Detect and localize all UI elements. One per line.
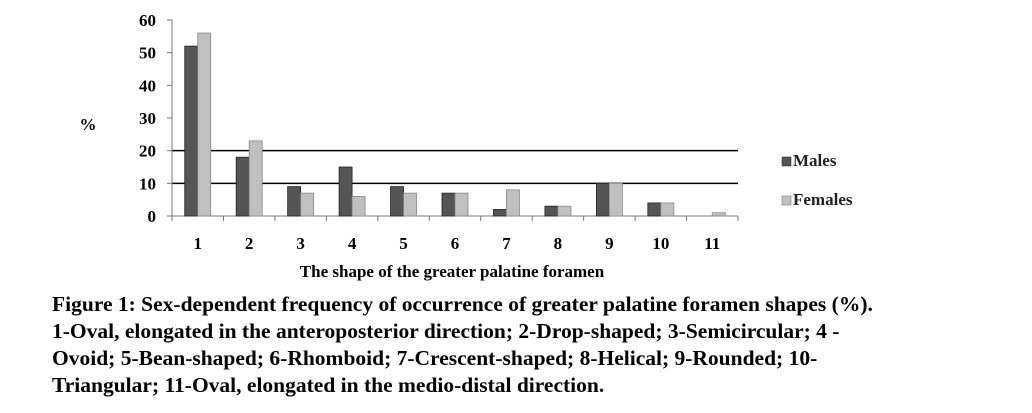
bar-females-9 <box>608 182 623 217</box>
bar-females-10 <box>660 202 675 217</box>
caption-line: Triangular; 11-Oval, elongated in the me… <box>52 373 605 397</box>
bar-chart: 0 10 20 30 40 50 60 1 2 3 4 5 6 7 8 9 10 11 % The shape o… <box>80 11 853 281</box>
caption-line: Figure 1: Sex-dependent frequency of occ… <box>52 292 873 316</box>
y-tick-label: 40 <box>139 76 156 95</box>
bars <box>184 32 726 217</box>
bar-males-6 <box>441 192 456 217</box>
bar-females-7 <box>506 189 520 217</box>
bar-females-1 <box>197 32 212 217</box>
y-tick-label: 0 <box>148 207 157 226</box>
x-tick-label: 4 <box>348 234 357 253</box>
gridlines <box>172 149 738 185</box>
y-axis-title: % <box>80 115 97 134</box>
x-tick-label: 10 <box>652 234 669 253</box>
bar-males-8 <box>544 205 559 217</box>
x-tick-label: 2 <box>245 234 254 253</box>
bar-females-3 <box>300 192 315 217</box>
bar-females-4 <box>351 195 366 217</box>
bar-males-4 <box>338 166 353 217</box>
x-tick-label: 11 <box>704 234 720 253</box>
bar-females-5 <box>403 192 417 217</box>
y-tick-label: 20 <box>139 142 156 161</box>
bar-males-7 <box>493 209 507 217</box>
x-tick-label: 3 <box>296 234 305 253</box>
bar-females-6 <box>454 192 469 217</box>
bar-males-2 <box>235 156 250 217</box>
x-axis-title: The shape of the greater palatine forame… <box>300 262 605 281</box>
y-tick-label: 60 <box>139 11 156 30</box>
x-tick-label: 9 <box>605 234 614 253</box>
figure-caption: Figure 1: Sex-dependent frequency of occ… <box>52 291 1027 399</box>
y-tick-label: 50 <box>139 44 156 63</box>
x-tick-label: 7 <box>502 234 511 253</box>
legend-label-males: Males <box>793 151 837 170</box>
bar-males-9 <box>595 182 610 217</box>
legend-label-females: Females <box>793 190 853 209</box>
caption-line: Ovoid; 5-Bean-shaped; 6-Rhomboid; 7-Cres… <box>52 346 818 370</box>
legend-swatch-females <box>781 195 792 206</box>
x-tick-label: 5 <box>399 234 408 253</box>
bar-females-2 <box>248 140 263 217</box>
tick-labels: 0 10 20 30 40 50 60 1 2 3 4 5 6 7 8 9 10 11 <box>139 11 720 253</box>
bar-females-8 <box>557 205 572 217</box>
y-tick-label: 30 <box>139 109 156 128</box>
bar-males-5 <box>390 186 404 217</box>
legend-swatch-males <box>781 156 792 167</box>
y-tick-label: 10 <box>139 174 156 193</box>
x-tick-label: 8 <box>554 234 563 253</box>
bar-males-3 <box>287 186 302 217</box>
bar-males-10 <box>647 202 662 217</box>
bar-males-1 <box>184 45 199 217</box>
x-tick-label: 6 <box>451 234 460 253</box>
bar-females-11 <box>711 212 726 217</box>
caption-line: 1-Oval, elongated in the anteroposterior… <box>52 319 840 343</box>
legend: Males Females <box>781 151 853 209</box>
x-tick-label: 1 <box>193 234 202 253</box>
